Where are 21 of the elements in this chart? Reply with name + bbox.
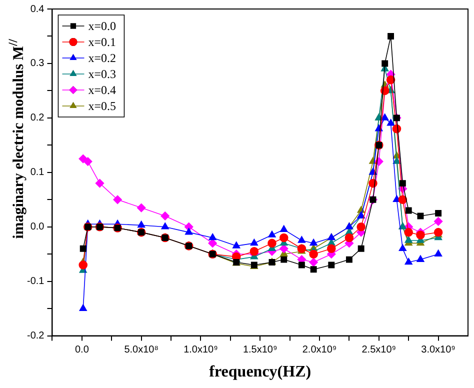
x-tick-label: 0.0 <box>74 344 90 356</box>
x-tick-label: 3.0x10⁹ <box>421 344 456 356</box>
legend-label: x=0.1 <box>88 35 116 50</box>
legend-label: x=0.4 <box>88 83 116 98</box>
y-tick-label: 0.4 <box>30 4 45 15</box>
y-tick-label: 0.0 <box>30 222 45 233</box>
x-tick-label: 1.0x10⁹ <box>184 344 218 356</box>
y-tick-label: -0.1 <box>26 276 45 288</box>
y-tick-label: 0.2 <box>30 112 45 124</box>
legend-label: x=0.3 <box>88 67 116 82</box>
y-tick-label: 0.1 <box>30 167 45 178</box>
x-tick-label: 5.0x10⁸ <box>124 344 158 356</box>
y-tick-label: 0.3 <box>30 58 45 70</box>
legend-label: x=0.0 <box>88 19 116 34</box>
x-tick-label: 2.5x10⁹ <box>362 344 396 356</box>
legend-label: x=0.2 <box>88 51 116 66</box>
y-tick-label: -0.2 <box>26 330 45 342</box>
x-tick-label: 2.0x10⁹ <box>302 344 337 356</box>
x-tick-label: 1.5x10⁹ <box>242 344 278 356</box>
x-axis-title: frequency(HZ) <box>209 364 312 381</box>
legend-label: x=0.5 <box>88 99 116 114</box>
